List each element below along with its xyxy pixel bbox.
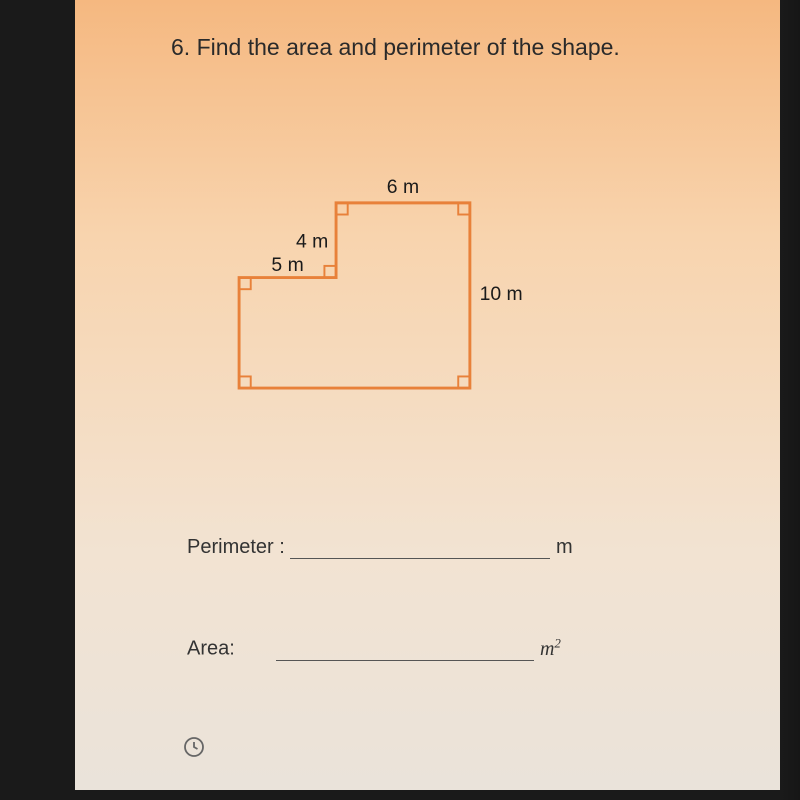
label-right: 10 m xyxy=(480,283,523,305)
perimeter-label: Perimeter : xyxy=(187,536,285,558)
l-shape-svg: 6 m 4 m 5 m 10 m xyxy=(210,160,530,430)
screen-glare xyxy=(780,0,800,800)
question-body: Find the area and perimeter of the shape… xyxy=(197,34,620,60)
label-left-upper: 4 m xyxy=(296,230,328,252)
area-answer-row: Area: m2 xyxy=(187,635,561,661)
area-unit-exp: 2 xyxy=(554,635,561,650)
question-text: 6. Find the area and perimeter of the sh… xyxy=(171,34,620,61)
perimeter-unit: m xyxy=(556,536,573,558)
question-number: 6. xyxy=(171,34,190,60)
right-angle-markers xyxy=(239,203,470,388)
label-top: 6 m xyxy=(387,176,419,198)
worksheet-page: 6. Find the area and perimeter of the sh… xyxy=(75,0,780,790)
perimeter-answer-row: Perimeter : m xyxy=(187,535,573,559)
label-step-top: 5 m xyxy=(271,254,303,276)
area-label: Area: xyxy=(187,638,235,660)
clock-icon[interactable] xyxy=(182,735,206,759)
l-shape-outline xyxy=(239,203,470,388)
perimeter-blank[interactable] xyxy=(290,535,550,559)
geometry-figure: 6 m 4 m 5 m 10 m xyxy=(210,160,530,430)
area-blank[interactable] xyxy=(276,637,534,661)
area-unit: m2 xyxy=(540,638,561,660)
area-unit-base: m xyxy=(540,638,554,660)
